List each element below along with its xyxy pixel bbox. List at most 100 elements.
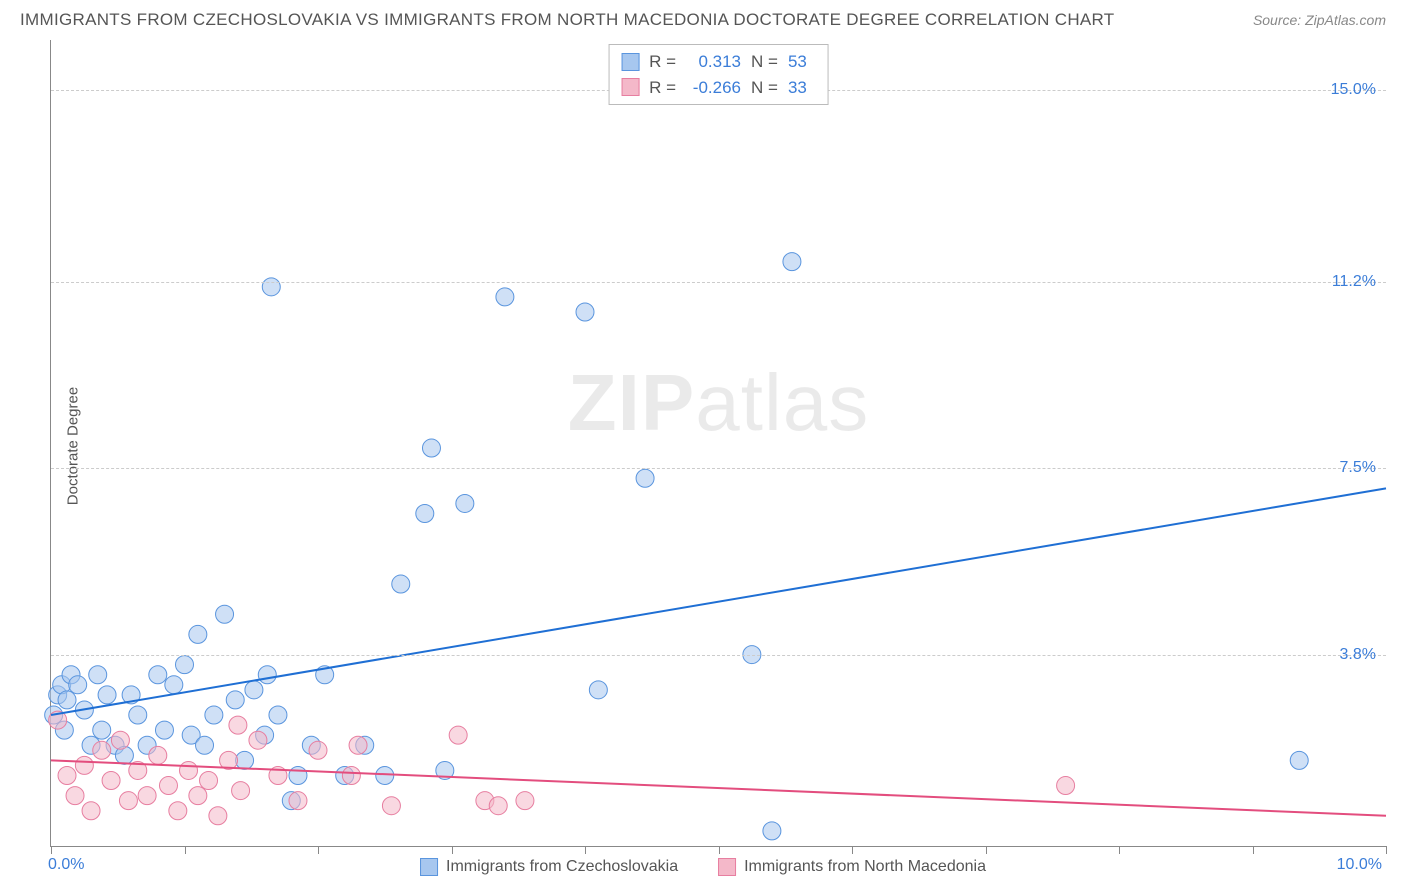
x-tick <box>1119 846 1120 854</box>
data-point <box>636 469 654 487</box>
data-point <box>209 807 227 825</box>
data-point <box>189 625 207 643</box>
data-point <box>422 439 440 457</box>
gridline <box>51 655 1386 656</box>
data-point <box>205 706 223 724</box>
y-tick-label: 7.5% <box>1340 459 1376 477</box>
data-point <box>229 716 247 734</box>
data-point <box>93 741 111 759</box>
data-point <box>138 787 156 805</box>
data-point <box>189 787 207 805</box>
data-point <box>159 777 177 795</box>
x-tick <box>185 846 186 854</box>
gridline <box>51 468 1386 469</box>
data-point <box>69 676 87 694</box>
source-prefix: Source: <box>1253 12 1305 28</box>
data-point <box>58 691 76 709</box>
series-legend: Immigrants from Czechoslovakia Immigrant… <box>420 858 986 876</box>
data-point <box>1057 777 1075 795</box>
data-point <box>258 666 276 684</box>
legend-label-mk: Immigrants from North Macedonia <box>744 858 986 876</box>
chart-header: IMMIGRANTS FROM CZECHOSLOVAKIA VS IMMIGR… <box>0 0 1406 32</box>
r-value-cz: 0.313 <box>686 49 741 75</box>
data-point <box>236 751 254 769</box>
legend-row-mk: R = -0.266 N = 33 <box>621 75 816 101</box>
r-label-cz: R = <box>649 49 676 75</box>
source-name: ZipAtlas.com <box>1305 12 1386 28</box>
data-point <box>416 505 434 523</box>
data-point <box>58 766 76 784</box>
x-axis-min-label: 0.0% <box>48 856 84 874</box>
trend-line <box>51 760 1386 815</box>
data-point <box>496 288 514 306</box>
r-value-mk: -0.266 <box>686 75 741 101</box>
gridline <box>51 282 1386 283</box>
data-point <box>289 792 307 810</box>
data-point <box>75 756 93 774</box>
n-label-cz: N = <box>751 49 778 75</box>
data-point <box>456 494 474 512</box>
y-tick-label: 3.8% <box>1340 646 1376 664</box>
data-point <box>576 303 594 321</box>
plot-area: R = 0.313 N = 53 R = -0.266 N = 33 ZIPat… <box>50 40 1386 847</box>
x-tick <box>986 846 987 854</box>
source-attribution: Source: ZipAtlas.com <box>1253 12 1386 28</box>
n-value-mk: 33 <box>788 75 816 101</box>
data-point <box>200 772 218 790</box>
data-point <box>489 797 507 815</box>
data-point <box>516 792 534 810</box>
data-point <box>289 766 307 784</box>
legend-swatch-mk <box>718 858 736 876</box>
legend-item-cz: Immigrants from Czechoslovakia <box>420 858 678 876</box>
scatter-svg <box>51 40 1386 846</box>
data-point <box>169 802 187 820</box>
legend-label-cz: Immigrants from Czechoslovakia <box>446 858 678 876</box>
data-point <box>82 802 100 820</box>
data-point <box>1290 751 1308 769</box>
data-point <box>111 731 129 749</box>
data-point <box>349 736 367 754</box>
n-value-cz: 53 <box>788 49 816 75</box>
y-tick-label: 15.0% <box>1331 81 1376 99</box>
x-tick <box>719 846 720 854</box>
data-point <box>98 686 116 704</box>
legend-swatch-cz <box>420 858 438 876</box>
trend-line <box>51 488 1386 715</box>
data-point <box>449 726 467 744</box>
x-tick <box>585 846 586 854</box>
data-point <box>66 787 84 805</box>
swatch-mk <box>621 78 639 96</box>
data-point <box>165 676 183 694</box>
chart-title: IMMIGRANTS FROM CZECHOSLOVAKIA VS IMMIGR… <box>20 10 1114 30</box>
data-point <box>382 797 400 815</box>
x-tick <box>852 846 853 854</box>
data-point <box>232 782 250 800</box>
data-point <box>93 721 111 739</box>
x-tick <box>51 846 52 854</box>
data-point <box>392 575 410 593</box>
y-tick-label: 11.2% <box>1332 273 1376 291</box>
x-tick <box>318 846 319 854</box>
data-point <box>119 792 137 810</box>
data-point <box>216 605 234 623</box>
data-point <box>149 666 167 684</box>
data-point <box>129 706 147 724</box>
legend-row-cz: R = 0.313 N = 53 <box>621 49 816 75</box>
x-tick <box>452 846 453 854</box>
data-point <box>262 278 280 296</box>
data-point <box>89 666 107 684</box>
data-point <box>155 721 173 739</box>
x-tick <box>1253 846 1254 854</box>
data-point <box>269 706 287 724</box>
data-point <box>245 681 263 699</box>
data-point <box>309 741 327 759</box>
data-point <box>589 681 607 699</box>
data-point <box>196 736 214 754</box>
r-label-mk: R = <box>649 75 676 101</box>
data-point <box>176 656 194 674</box>
data-point <box>102 772 120 790</box>
data-point <box>149 746 167 764</box>
data-point <box>783 253 801 271</box>
x-axis-max-label: 10.0% <box>1337 856 1382 874</box>
data-point <box>249 731 267 749</box>
